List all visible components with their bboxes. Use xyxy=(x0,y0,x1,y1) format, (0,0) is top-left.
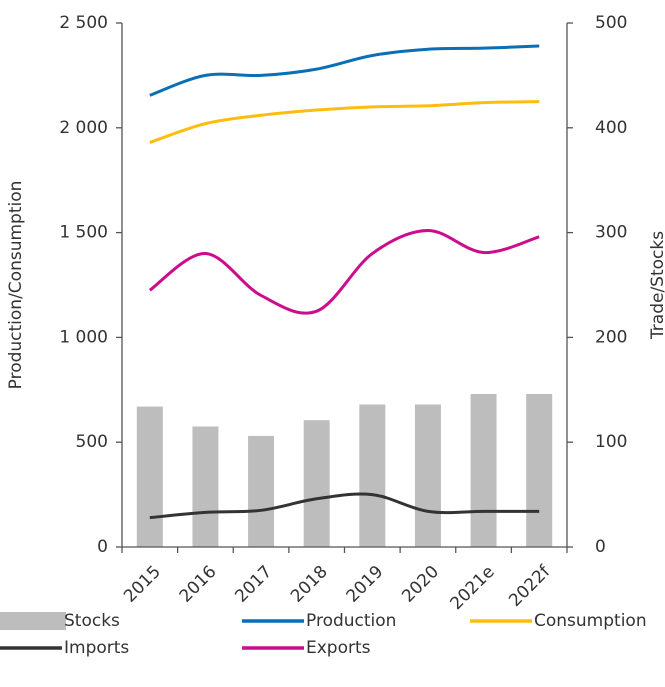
legend-label: Imports xyxy=(64,638,129,658)
legend-label: Stocks xyxy=(64,611,120,631)
legend-swatch xyxy=(0,612,66,630)
y2-axis-title: Trade/Stocks xyxy=(648,231,665,340)
legend-label: Production xyxy=(306,611,396,631)
bar xyxy=(136,406,163,547)
legend-label: Consumption xyxy=(534,611,647,631)
y2-tick-label: 0 xyxy=(595,537,606,557)
legend-label: Exports xyxy=(306,638,371,658)
bar xyxy=(303,420,330,547)
bar xyxy=(248,435,275,547)
y-tick-label: 500 xyxy=(76,432,108,452)
y2-tick-label: 100 xyxy=(595,432,627,452)
line xyxy=(148,229,540,315)
line xyxy=(149,492,540,520)
y-axis-title: Production/Consumption xyxy=(6,181,26,390)
x-tick-label: 2015 xyxy=(120,562,165,607)
y2-tick-label: 200 xyxy=(595,327,627,347)
y2-tick-label: 300 xyxy=(595,223,627,243)
x-tick-label: 2018 xyxy=(287,562,332,607)
bar xyxy=(192,426,219,547)
y2-tick-label: 400 xyxy=(595,118,627,138)
y2-tick-label: 500 xyxy=(595,13,627,33)
y-tick-label: 0 xyxy=(97,537,108,557)
x-tick-label: 2020 xyxy=(398,562,443,607)
bar xyxy=(414,404,441,547)
bar xyxy=(359,404,386,547)
x-tick-label: 2016 xyxy=(176,562,221,607)
x-tick-label: 2022f xyxy=(505,561,555,611)
x-tick-label: 2021e xyxy=(446,562,498,614)
y-tick-label: 1 000 xyxy=(59,327,108,347)
line xyxy=(149,44,540,97)
x-tick-label: 2019 xyxy=(343,562,388,607)
x-tick-label: 2017 xyxy=(231,562,276,607)
line xyxy=(149,100,540,144)
y-tick-label: 1 500 xyxy=(59,223,108,243)
bar xyxy=(470,393,497,547)
y-tick-label: 2 000 xyxy=(59,118,108,138)
y-tick-label: 2 500 xyxy=(59,13,108,33)
bar xyxy=(526,393,553,547)
